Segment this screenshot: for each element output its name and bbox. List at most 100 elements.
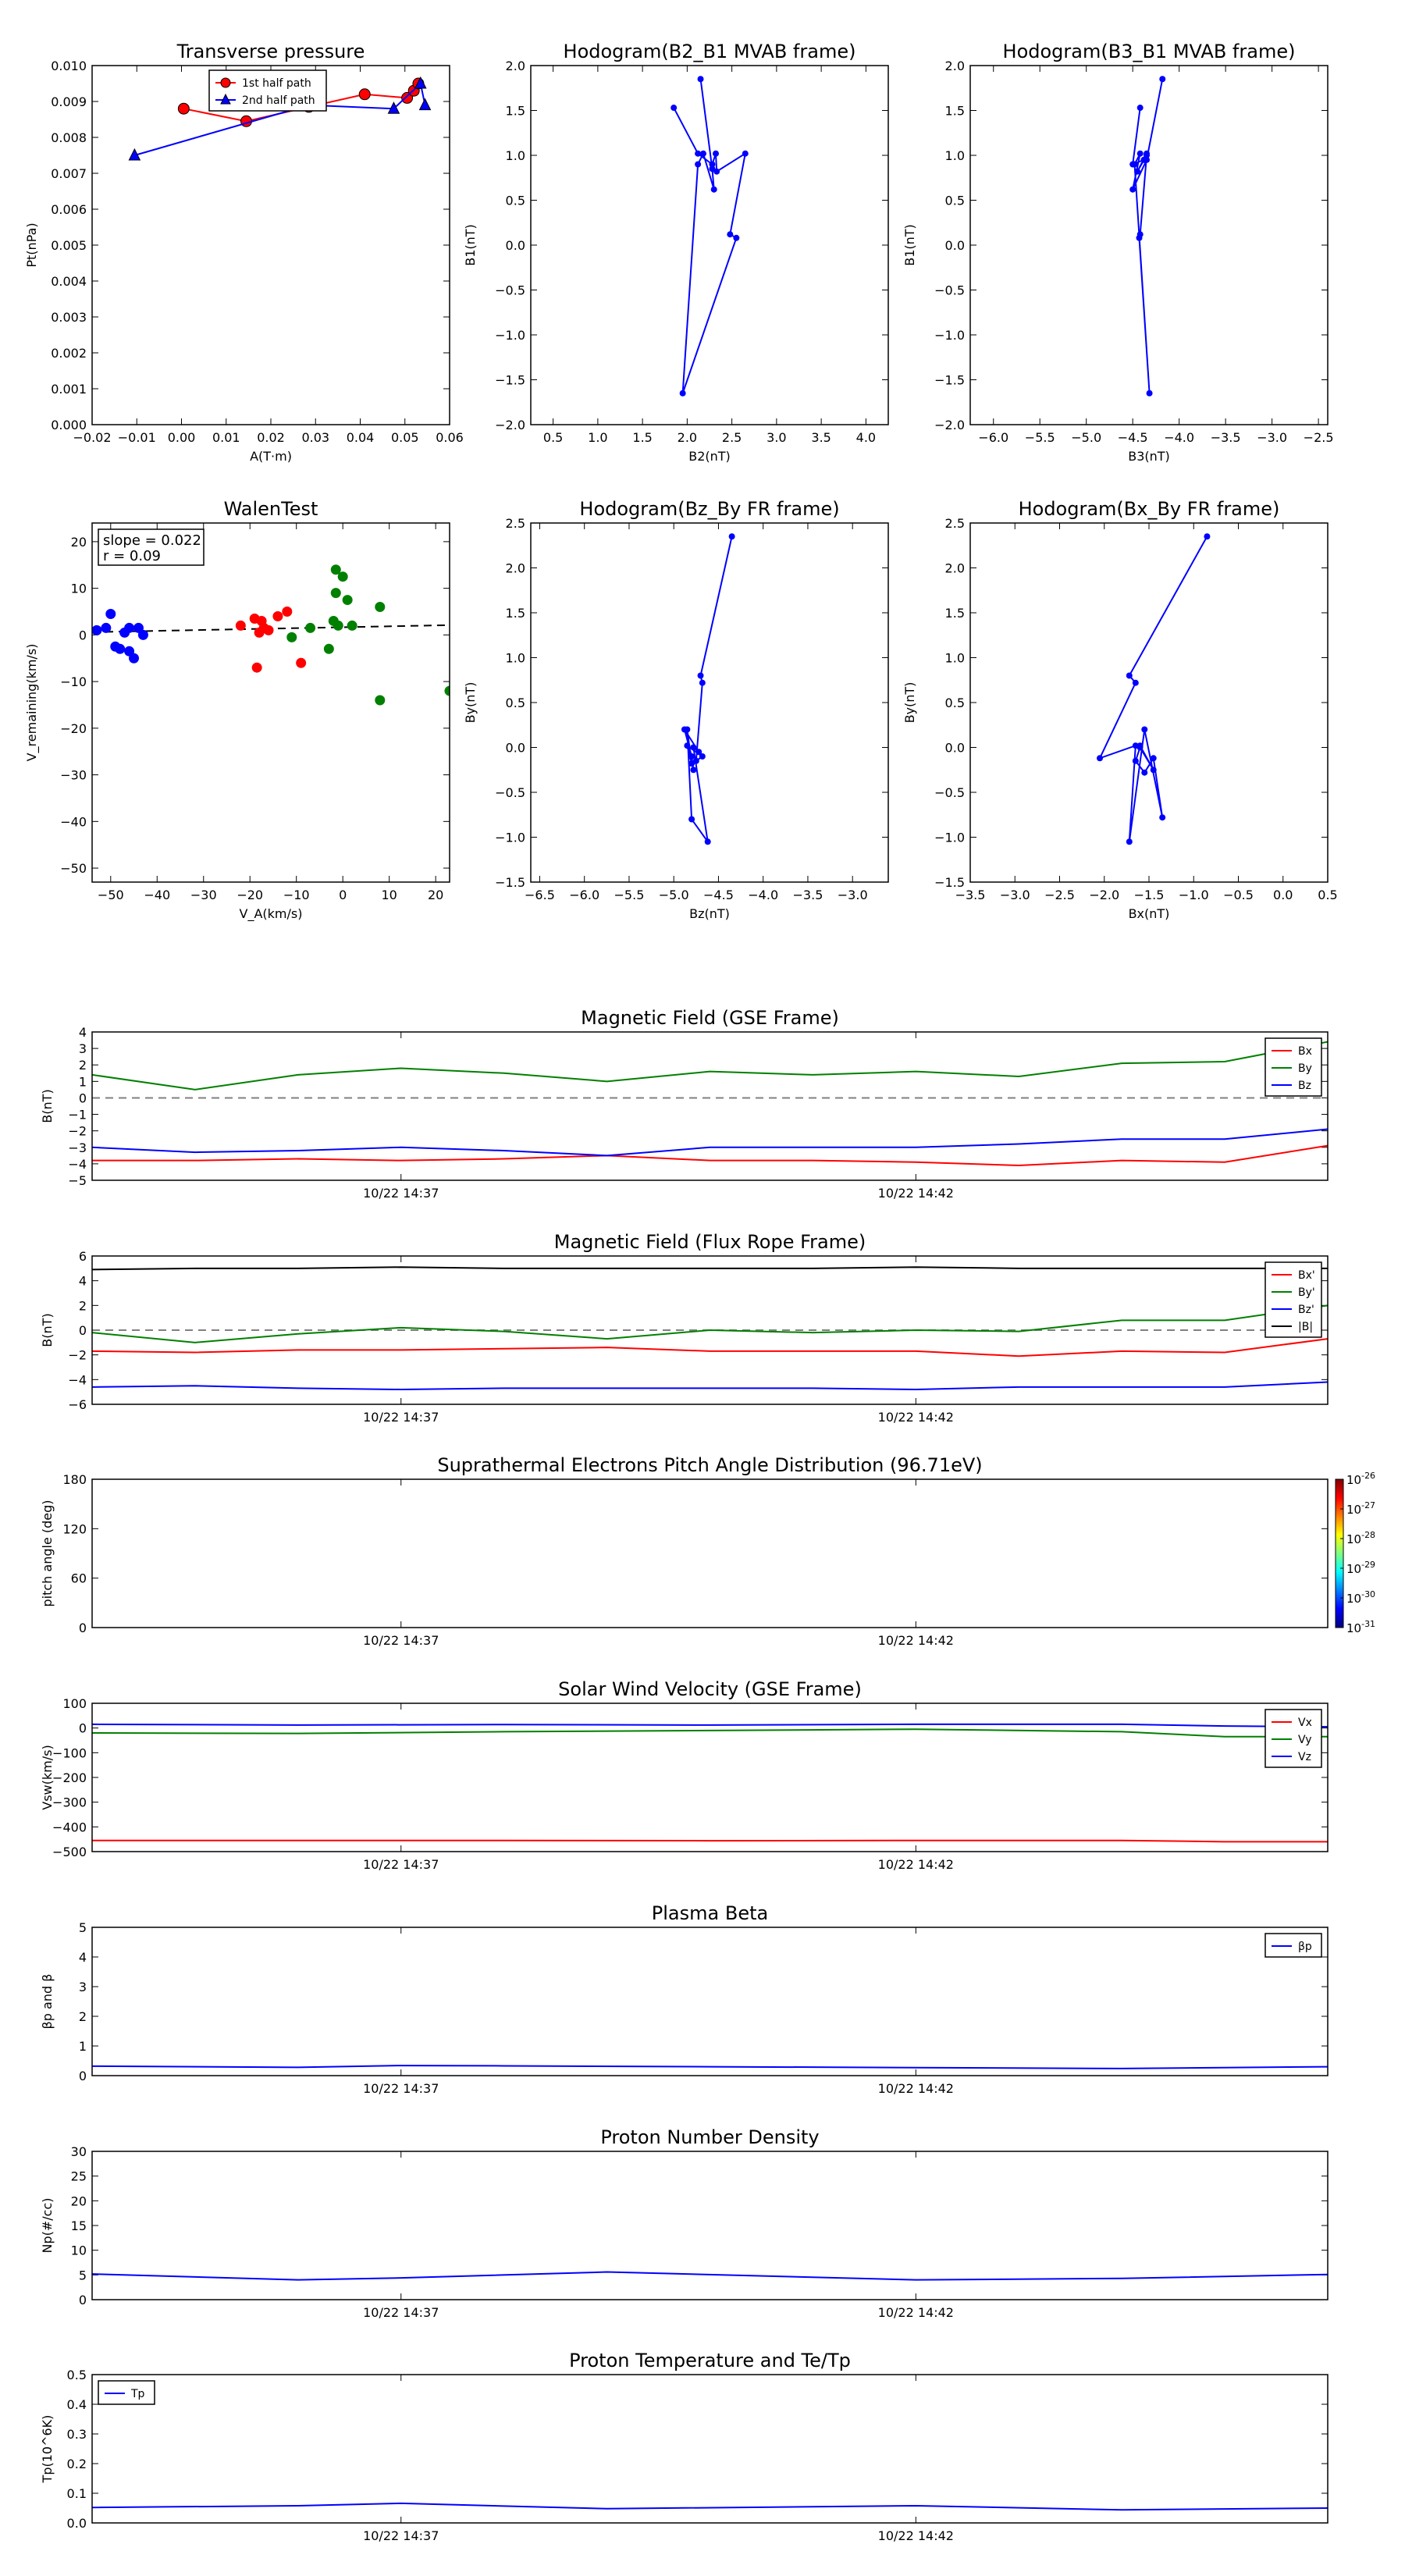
y-tick-label: −0.5 [934, 785, 965, 800]
y-axis-label: Np(#/cc) [40, 2198, 55, 2254]
y-tick-label: −0.5 [934, 283, 965, 298]
marker-series-0 [699, 679, 706, 686]
y-tick-label: 10 [71, 2243, 87, 2258]
plot-area [681, 533, 735, 845]
y-tick-label: −100 [52, 1745, 87, 1760]
y-tick-label: −2.0 [495, 418, 525, 432]
y-tick-label: −20 [60, 721, 87, 736]
x-tick-label: 0.03 [301, 430, 329, 445]
chart-title: Solar Wind Velocity (GSE Frame) [558, 1678, 862, 1700]
y-tick-label: 6 [79, 1249, 87, 1264]
chart-proton-density: Proton Number Density 0 5 10 15 20 25 30 10/22 1… [40, 2126, 1329, 2320]
x-tick-label: 0.04 [347, 430, 375, 445]
chart-transverse-pressure: Transverse pressure 0.000 0.001 0.002 0.003 0… [24, 41, 464, 464]
y-tick-label: 0.5 [67, 2368, 87, 2382]
x-tick-label: −50 [98, 888, 124, 902]
plot-frame [91, 65, 450, 425]
chart-title: Magnetic Field (Flux Rope Frame) [554, 1231, 866, 1253]
x-tick-label: 10/22 14:42 [878, 1186, 954, 1201]
y-tick-label: −2 [68, 1124, 87, 1139]
point-series-0 [92, 624, 102, 635]
legend-label: Bz [1298, 1080, 1311, 1092]
x-tick-label: 10/22 14:37 [363, 2305, 439, 2320]
line-series-bz [92, 1128, 1328, 1157]
x-tick-label: 10/22 14:37 [363, 1186, 439, 1201]
y-tick-label: −40 [60, 814, 87, 829]
plot-frame [91, 1478, 1329, 1628]
marker-series-0 [709, 161, 716, 168]
plot-frame [91, 1031, 1329, 1181]
x-tick-label: −1.0 [1179, 888, 1209, 902]
marker-series-0 [1097, 755, 1104, 762]
marker-series-0 [742, 150, 749, 157]
y-tick-label: 0.009 [51, 94, 87, 109]
point-series-1 [251, 662, 262, 673]
y-tick-label: 2.0 [945, 561, 965, 576]
chart-title: Transverse pressure [176, 41, 365, 62]
x-tick-label: −40 [144, 888, 170, 902]
y-tick-label: 0.5 [945, 696, 965, 710]
legend-label: Bx' [1298, 1269, 1315, 1282]
marker-series-0 [688, 816, 695, 823]
x-axis-label: A(T·m) [250, 449, 292, 464]
x-tick-label: −5.5 [614, 888, 645, 902]
y-tick-label: 0 [79, 2069, 87, 2083]
annotation-box [98, 528, 205, 566]
y-tick-label: 1.5 [945, 606, 965, 621]
x-axis-label: B3(nT) [1128, 449, 1170, 464]
plot-frame [91, 1703, 1329, 1852]
marker-series-1st-half-path [358, 88, 371, 101]
y-tick-label: 0.3 [67, 2427, 87, 2442]
x-tick-label: −3.5 [955, 888, 986, 902]
chart-title: Proton Temperature and Te/Tp [569, 2350, 851, 2371]
y-tick-label: 0.007 [51, 166, 87, 181]
line-series-0 [683, 536, 733, 842]
y-tick-label: 5 [79, 1920, 87, 1935]
y-tick-label: 30 [71, 2144, 87, 2159]
x-tick-label: −10 [283, 888, 310, 902]
y-axis-label: Vsw(km/s) [40, 1745, 55, 1809]
y-tick-label: 0.010 [51, 59, 87, 73]
legend-label: Vx [1298, 1717, 1312, 1729]
legend-label: By [1298, 1062, 1312, 1075]
y-tick-label: 60 [71, 1571, 87, 1586]
point-series-2 [337, 571, 348, 582]
line-series-bx- [92, 1338, 1328, 1357]
y-axis-label: B(nT) [40, 1313, 55, 1347]
y-tick-label: 2 [79, 1298, 87, 1313]
point-series-2 [305, 622, 316, 633]
marker-series-0 [1136, 105, 1144, 112]
marker-series-0 [1132, 679, 1139, 686]
chart-magnetic-field-gse: Magnetic Field (GSE Frame) −5−4 −3−2−1 0 12 3… [40, 1007, 1329, 1201]
x-tick-label: 20 [428, 888, 443, 902]
y-tick-label: 1.0 [506, 651, 525, 666]
chart-title: Proton Number Density [600, 2126, 819, 2148]
point-series-2 [347, 620, 357, 631]
y-tick-label: −6 [68, 1397, 87, 1412]
y-tick-label: 2 [79, 1058, 87, 1073]
plot-frame [91, 1255, 1329, 1405]
y-tick-label: −1.5 [495, 373, 525, 388]
x-tick-label: 10/22 14:37 [363, 2081, 439, 2096]
legend-label: Vz [1298, 1751, 1311, 1763]
y-tick-label: 4 [79, 1950, 87, 1965]
y-tick-label: 3 [79, 1041, 87, 1056]
y-tick-label: −1.0 [495, 328, 525, 343]
y-tick-label: 0.5 [945, 194, 965, 208]
colorbar-exponent: -30 [1361, 1589, 1375, 1599]
line-series-0 [92, 2271, 1328, 2281]
marker-series-0 [704, 838, 711, 845]
legend-label: βp [1298, 1941, 1312, 1953]
y-tick-label: 0 [79, 2293, 87, 2307]
y-tick-label: 0 [79, 1621, 87, 1635]
y-tick-label: 1.5 [506, 606, 525, 621]
point-series-0 [101, 622, 112, 633]
annotation-text: slope = 0.022 [103, 532, 201, 549]
point-series-0 [105, 608, 116, 619]
marker-series-0 [1204, 533, 1211, 540]
y-tick-label: −1 [68, 1108, 87, 1123]
y-tick-label: −1.0 [934, 328, 965, 343]
x-tick-label: −1.5 [1134, 888, 1165, 902]
colorbar-tick-label: 10-28 [1346, 1530, 1375, 1546]
point-series-0 [124, 646, 135, 656]
